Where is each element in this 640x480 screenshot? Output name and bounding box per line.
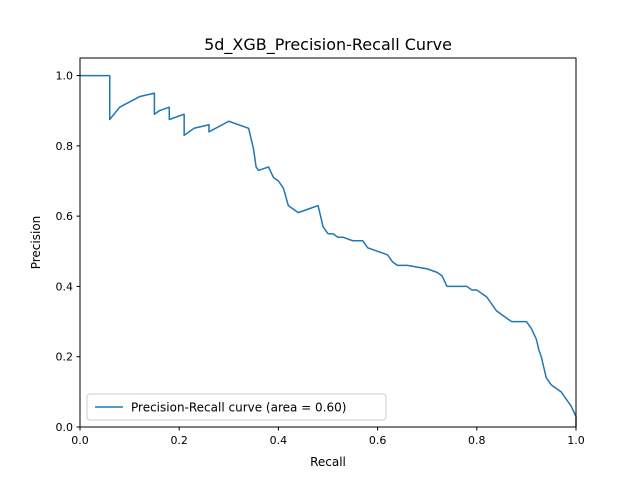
y-tick-label: 1.0 [56,70,74,83]
y-axis-label: Precision [29,216,43,270]
legend-box [86,393,387,421]
chart-title: 5d_XGB_Precision-Recall Curve [204,35,452,55]
x-tick-label: 1.0 [567,434,585,447]
y-tick-label: 0.8 [56,140,74,153]
y-tick-label: 0.0 [56,421,74,434]
axes-background [80,58,576,427]
plot-area [79,57,577,428]
series-line-precision-recall [80,74,577,427]
x-tick-label: 0.6 [369,434,387,447]
axes-frame [79,57,577,428]
x-tick-label: 0.0 [71,434,89,447]
x-tick-label: 0.8 [468,434,486,447]
x-tick-label: 0.4 [270,434,288,447]
x-axis-ticks: 0.0 0.2 0.4 0.6 0.8 1.0 [71,427,585,447]
x-axis-label: Recall [310,455,346,469]
y-tick-label: 0.2 [56,351,74,364]
x-tick-label: 0.2 [170,434,188,447]
y-tick-label: 0.4 [56,280,74,293]
legend: Precision-Recall curve (area = 0.60) [86,393,387,421]
y-axis-ticks: 0.0 0.2 0.4 0.6 0.8 1.0 [56,70,80,434]
legend-label-precision-recall: Precision-Recall curve (area = 0.60) [131,401,346,415]
y-tick-label: 0.6 [56,210,74,223]
